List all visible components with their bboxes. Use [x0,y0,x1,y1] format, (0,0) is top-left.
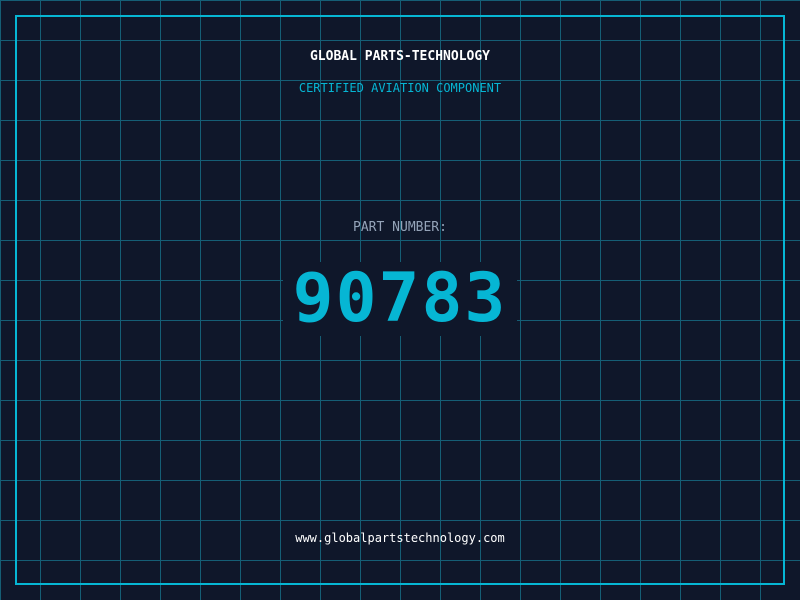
company-title: GLOBAL PARTS-TECHNOLOGY [309,49,490,64]
border-frame [15,15,785,585]
certification-subtitle: CERTIFIED AVIATION COMPONENT [298,81,502,95]
part-number-value: 90783 [292,259,508,338]
part-number-backdrop [283,262,517,336]
website-url: www.globalpartstechnology.com [295,531,505,545]
part-number-label: PART NUMBER: [353,220,447,235]
